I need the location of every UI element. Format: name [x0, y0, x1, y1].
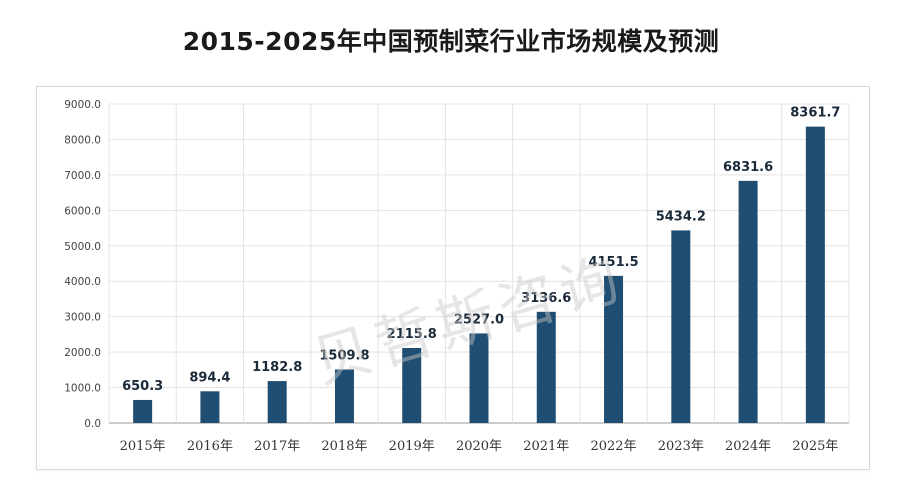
- data-label: 1182.8: [252, 360, 302, 375]
- bar: [671, 230, 691, 423]
- x-tick-label: 2020年: [456, 439, 502, 454]
- bar: [267, 381, 287, 423]
- x-tick-label: 2019年: [389, 439, 435, 454]
- y-tick-label: 5000.0: [64, 241, 101, 253]
- bar: [469, 333, 489, 423]
- y-tick-label: 1000.0: [64, 383, 101, 395]
- y-tick-label: 2000.0: [64, 347, 101, 359]
- data-label: 3136.6: [521, 291, 571, 306]
- y-tick-label: 0.0: [84, 418, 101, 430]
- data-label: 2527.0: [454, 312, 504, 327]
- x-tick-label: 2021年: [523, 439, 569, 454]
- data-label: 894.4: [189, 370, 230, 385]
- x-tick-label: 2017年: [254, 439, 300, 454]
- data-label: 8361.7: [790, 106, 840, 121]
- bar: [536, 311, 556, 423]
- bar: [738, 180, 758, 423]
- data-label: 4151.5: [588, 255, 638, 270]
- x-tick-label: 2022年: [590, 439, 636, 454]
- x-tick-label: 2024年: [725, 439, 771, 454]
- data-label: 1509.8: [319, 348, 369, 363]
- data-label: 6831.6: [723, 160, 773, 175]
- data-label: 5434.2: [656, 209, 706, 224]
- bar-chart: 0.0 1000.0 2000.0 3000.0 4000.0 5000.0 6000.0 7…: [64, 99, 850, 454]
- bar: [805, 126, 825, 423]
- chart-panel: 0.0 1000.0 2000.0 3000.0 4000.0 5000.0 6000.0 7…: [36, 86, 870, 470]
- bar: [402, 348, 422, 423]
- y-tick-label: 8000.0: [64, 134, 101, 146]
- y-tick-label: 3000.0: [64, 312, 101, 324]
- data-label: 2115.8: [387, 327, 437, 342]
- bar: [200, 391, 220, 423]
- chart-title: 2015-2025年中国预制菜行业市场规模及预测: [182, 27, 720, 56]
- x-tick-label: 2016年: [187, 439, 233, 454]
- data-label: 650.3: [122, 379, 163, 394]
- x-tick-label: 2025年: [792, 439, 838, 454]
- y-tick-label: 7000.0: [64, 170, 101, 182]
- x-tick-label: 2023年: [658, 439, 704, 454]
- bar: [604, 275, 624, 423]
- y-tick-label: 9000.0: [64, 99, 101, 111]
- bar: [334, 369, 354, 423]
- y-tick-label: 6000.0: [64, 205, 101, 217]
- y-tick-label: 4000.0: [64, 276, 101, 288]
- bar: [133, 399, 153, 423]
- x-tick-label: 2015年: [120, 439, 166, 454]
- x-tick-label: 2018年: [321, 439, 367, 454]
